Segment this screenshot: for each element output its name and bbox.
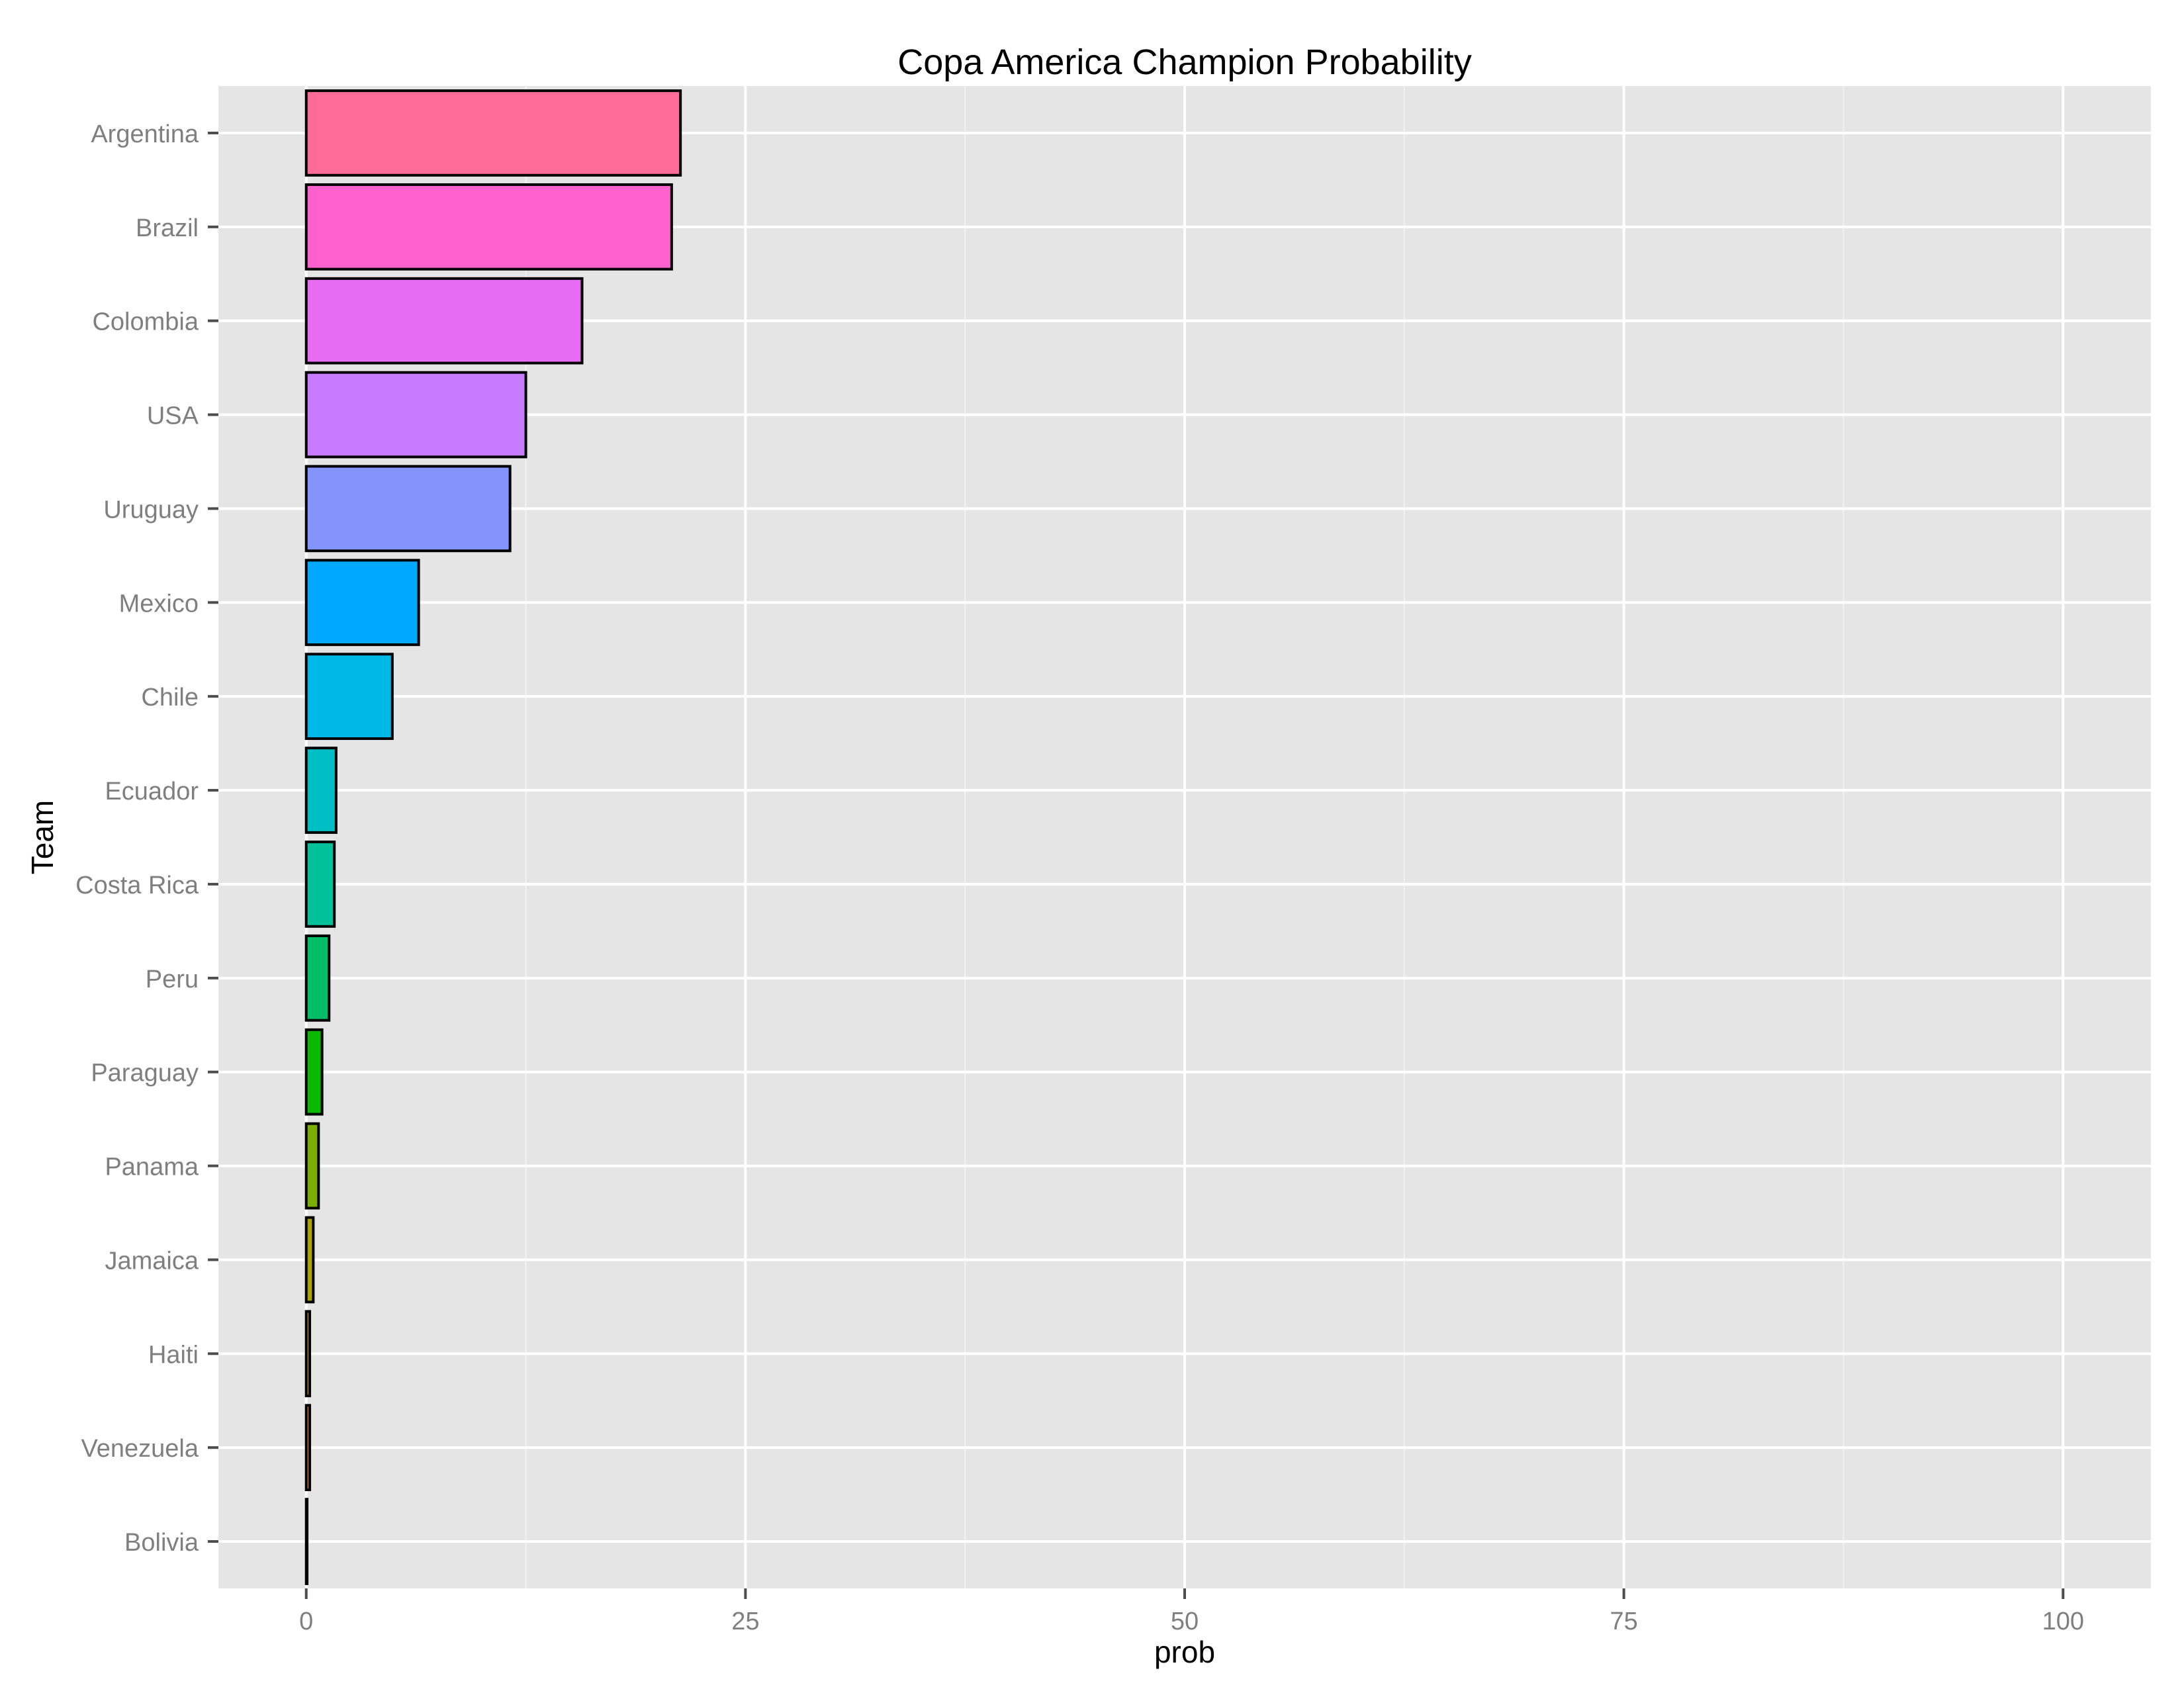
bar-uruguay — [304, 465, 512, 553]
y-tick-label: Haiti — [148, 1341, 199, 1369]
bar-jamaica — [304, 1216, 315, 1304]
y-tick-label: Brazil — [136, 214, 199, 242]
bar-peru — [304, 934, 331, 1022]
bar-costa-rica — [304, 841, 336, 928]
x-tick-label: 75 — [1610, 1608, 1637, 1635]
x-axis: 0 25 50 75 100 — [299, 1588, 2084, 1635]
bar-panama — [304, 1122, 320, 1210]
bar-ecuador — [304, 747, 338, 834]
bar-chile — [304, 653, 394, 741]
y-axis: Argentina Brazil Colombia USA Uruguay Mexico C… — [75, 120, 218, 1557]
y-tick-label: Mexico — [119, 590, 199, 617]
y-axis-label: Team — [25, 800, 60, 874]
bar-usa — [304, 371, 527, 459]
y-tick-label: Argentina — [91, 120, 199, 148]
x-axis-label: prob — [1154, 1635, 1215, 1669]
bars — [304, 89, 682, 1585]
x-tick-label: 100 — [2042, 1608, 2084, 1635]
x-tick-label: 0 — [299, 1608, 313, 1635]
major-gridlines — [218, 86, 2151, 1588]
y-tick-label: Paraguay — [91, 1060, 199, 1087]
y-tick-label: Ecuador — [105, 778, 199, 805]
y-tick-label: Costa Rica — [75, 872, 199, 899]
x-tick-label: 25 — [731, 1608, 759, 1635]
y-tick-label: USA — [147, 402, 199, 430]
y-tick-label: Peru — [146, 966, 199, 993]
bar-haiti — [304, 1310, 312, 1398]
y-tick-label: Chile — [141, 684, 199, 711]
y-tick-label: Uruguay — [103, 496, 199, 524]
y-tick-label: Jamaica — [105, 1247, 199, 1275]
x-tick-label: 50 — [1171, 1608, 1199, 1635]
bar-bolivia — [304, 1498, 309, 1585]
bar-brazil — [304, 183, 673, 271]
y-tick-label: Panama — [105, 1154, 199, 1181]
y-tick-label: Venezuela — [81, 1435, 199, 1463]
bar-venezuela — [304, 1404, 312, 1492]
bar-argentina — [304, 89, 682, 177]
chart-title: Copa America Champion Probability — [897, 42, 1471, 82]
bar-colombia — [304, 277, 584, 365]
bar-mexico — [304, 559, 420, 647]
bar-paraguay — [304, 1028, 324, 1116]
y-tick-label: Colombia — [92, 308, 199, 336]
y-tick-label: Bolivia — [124, 1529, 199, 1557]
